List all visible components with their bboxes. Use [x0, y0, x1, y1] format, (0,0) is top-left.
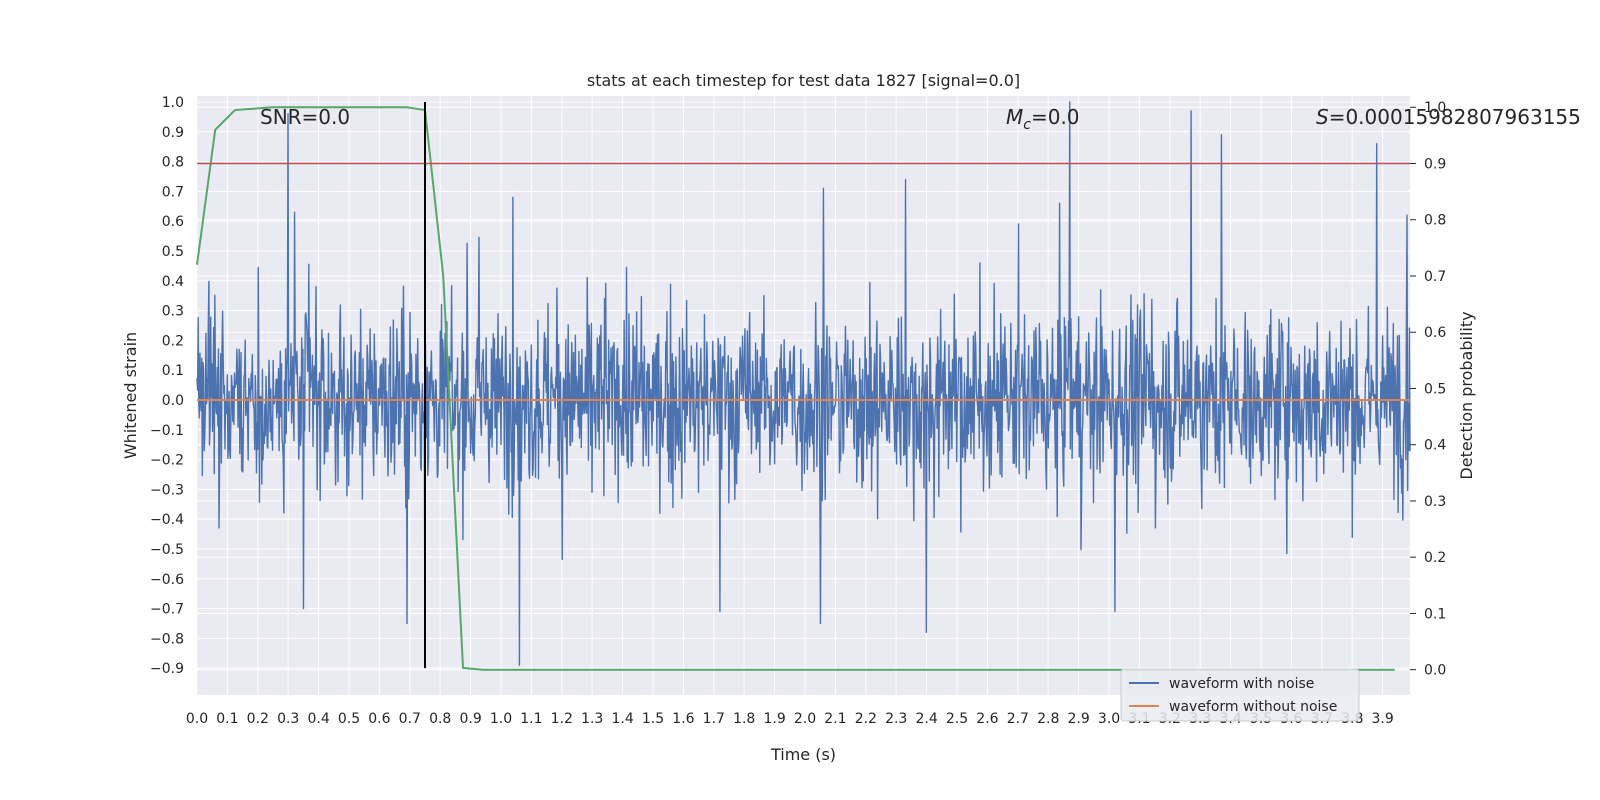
annotation-s-symbol: S — [1316, 105, 1329, 129]
x-tick-label: 1.8 — [733, 711, 755, 727]
y-tick-label: −0.4 — [150, 512, 184, 528]
legend: waveform with noise waveform without noi… — [1120, 668, 1360, 722]
x-tick-label: 1.1 — [520, 711, 542, 727]
x-tick-label: 2.2 — [855, 711, 877, 727]
x-tick-label: 2.9 — [1067, 711, 1089, 727]
y2-tick-label: 0.3 — [1424, 494, 1446, 510]
y2-tick-label: 0.6 — [1424, 325, 1446, 341]
x-tick-label: 2.5 — [946, 711, 968, 727]
x-tick-label: 0.0 — [186, 711, 208, 727]
y2-tick-label: 0.1 — [1424, 606, 1446, 622]
x-tick-label: 1.0 — [490, 711, 512, 727]
legend-box — [1120, 668, 1360, 722]
y2-tick-label: 0.0 — [1424, 663, 1446, 679]
y-tick-label: −0.9 — [150, 661, 184, 677]
line-detection-probability — [196, 106, 1395, 671]
x-tick-label: 1.2 — [551, 711, 573, 727]
x-tick-label: 0.9 — [459, 711, 481, 727]
annotation-mc-subscript: c — [1023, 117, 1031, 133]
legend-label-with-noise: waveform with noise — [1169, 676, 1314, 692]
x-tick-label: 3.9 — [1372, 711, 1394, 727]
line-waveform-with-noise — [196, 101, 1411, 666]
y-tick-label: −0.5 — [150, 542, 184, 558]
x-axis-label: Time (s) — [770, 745, 836, 764]
x-tick-label: 1.6 — [672, 711, 694, 727]
y-tick-label: 0.3 — [162, 304, 184, 320]
y-tick-label: 1.0 — [162, 95, 184, 111]
x-tick-label: 0.5 — [338, 711, 360, 727]
y-tick-label: −0.8 — [150, 631, 184, 647]
x-tick-label: 2.6 — [976, 711, 998, 727]
y-tick-label: 0.1 — [162, 363, 184, 379]
x-tick-label: 1.7 — [703, 711, 725, 727]
y2-tick-label: 0.2 — [1424, 550, 1446, 566]
y-tick-label: −0.3 — [150, 482, 184, 498]
x-tick-label: 2.1 — [824, 711, 846, 727]
y-tick-label: 0.7 — [162, 184, 184, 200]
y-tick-label: 0.0 — [162, 393, 184, 409]
x-tick-label: 1.4 — [611, 711, 633, 727]
annotation-chirp-mass: Mc=0.0 — [1006, 105, 1080, 133]
series-detection-probability — [196, 106, 1395, 671]
y2-tick-label: 0.4 — [1424, 438, 1446, 454]
x-tick-label: 0.8 — [429, 711, 451, 727]
x-tick-label: 0.7 — [399, 711, 421, 727]
annotation-snr: SNR=0.0 — [260, 105, 350, 129]
y-tick-label: −0.2 — [150, 453, 184, 469]
x-tick-label: 0.3 — [277, 711, 299, 727]
x-tick-label: 2.3 — [885, 711, 907, 727]
y-axis-label: Whitened strain — [121, 332, 140, 459]
y-tick-label: 0.6 — [162, 214, 184, 230]
x-tick-label: 2.8 — [1037, 711, 1059, 727]
x-tick-label: 3.0 — [1098, 711, 1120, 727]
annotation-mc-symbol: M — [1006, 105, 1023, 129]
y-tick-label: 0.9 — [162, 125, 184, 141]
y-tick-label: 0.5 — [162, 244, 184, 260]
x-tick-label: 0.1 — [216, 711, 238, 727]
y-axis-ticks: 1.0 0.9 0.8 0.7 0.6 0.5 0.4 0.3 0.2 0.1 0.0 −0.1 −0.… — [150, 95, 184, 677]
y2-axis-label: Detection probability — [1457, 311, 1476, 479]
x-tick-label: 2.0 — [794, 711, 816, 727]
x-tick-label: 1.3 — [581, 711, 603, 727]
y2-tick-label: 0.5 — [1424, 381, 1446, 397]
y-tick-label: 0.2 — [162, 333, 184, 349]
series-waveform-with-noise — [196, 101, 1411, 666]
annotation-mc-value: =0.0 — [1031, 105, 1080, 129]
y-tick-label: −0.1 — [150, 423, 184, 439]
x-tick-label: 2.4 — [915, 711, 937, 727]
annotation-s: S=0.00015982807963155 — [1316, 105, 1581, 129]
grid — [196, 96, 1410, 695]
annotation-s-value: =0.00015982807963155 — [1329, 105, 1581, 129]
x-tick-label: 1.9 — [763, 711, 785, 727]
y-tick-label: 0.4 — [162, 274, 184, 290]
chart-title: stats at each timestep for test data 182… — [587, 71, 1020, 90]
x-tick-label: 0.4 — [307, 711, 329, 727]
x-tick-label: 0.6 — [368, 711, 390, 727]
legend-label-without-noise: waveform without noise — [1169, 699, 1337, 715]
y-tick-label: −0.6 — [150, 572, 184, 588]
y2-axis-ticks: 1.0 0.9 0.8 0.7 0.6 0.5 0.4 0.3 0.2 0.1 0.0 — [1410, 100, 1446, 679]
x-tick-label: 1.5 — [642, 711, 664, 727]
y2-tick-label: 1.0 — [1424, 100, 1446, 116]
y2-tick-label: 0.8 — [1424, 213, 1446, 229]
y-tick-label: −0.7 — [150, 602, 184, 618]
y2-tick-label: 0.7 — [1424, 269, 1446, 285]
y2-tick-label: 0.9 — [1424, 156, 1446, 172]
x-tick-label: 0.2 — [247, 711, 269, 727]
x-tick-label: 2.7 — [1007, 711, 1029, 727]
y-tick-label: 0.8 — [162, 155, 184, 171]
